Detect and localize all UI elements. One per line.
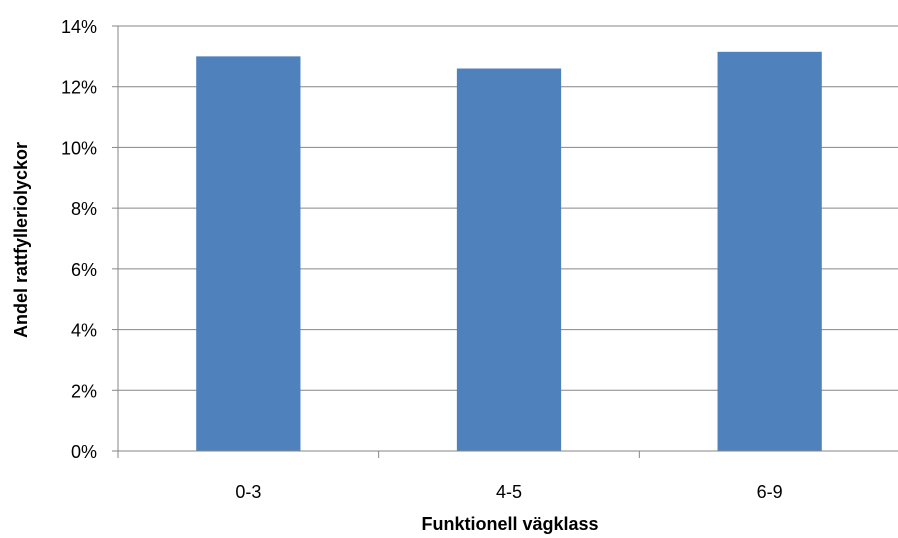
bar-4-5 [456,68,562,451]
y-tick-label: 12% [61,78,97,98]
x-tick-label: 6-9 [757,482,783,502]
y-axis-title: Andel rattfylleriolyckor [11,142,31,338]
bar-0-3 [196,56,301,451]
y-tick-labels: 0% 2% 4% 6% 8% 10% 12% 14% [61,17,97,462]
x-tick-labels: 0-3 4-5 6-9 [235,482,782,502]
x-tick-label: 0-3 [235,482,261,502]
y-tick-label: 14% [61,17,97,37]
y-tick-label: 10% [61,138,97,158]
bars [196,51,822,452]
bar-6-9 [717,51,822,452]
y-tick-label: 2% [71,381,97,401]
y-tick-label: 4% [71,321,97,341]
axes [112,25,898,458]
y-tick-label: 0% [71,442,97,462]
y-tick-label: 6% [71,260,97,280]
x-tick-label: 4-5 [496,482,522,502]
y-tick-label: 8% [71,199,97,219]
x-axis-title: Funktionell vägklass [421,514,598,534]
